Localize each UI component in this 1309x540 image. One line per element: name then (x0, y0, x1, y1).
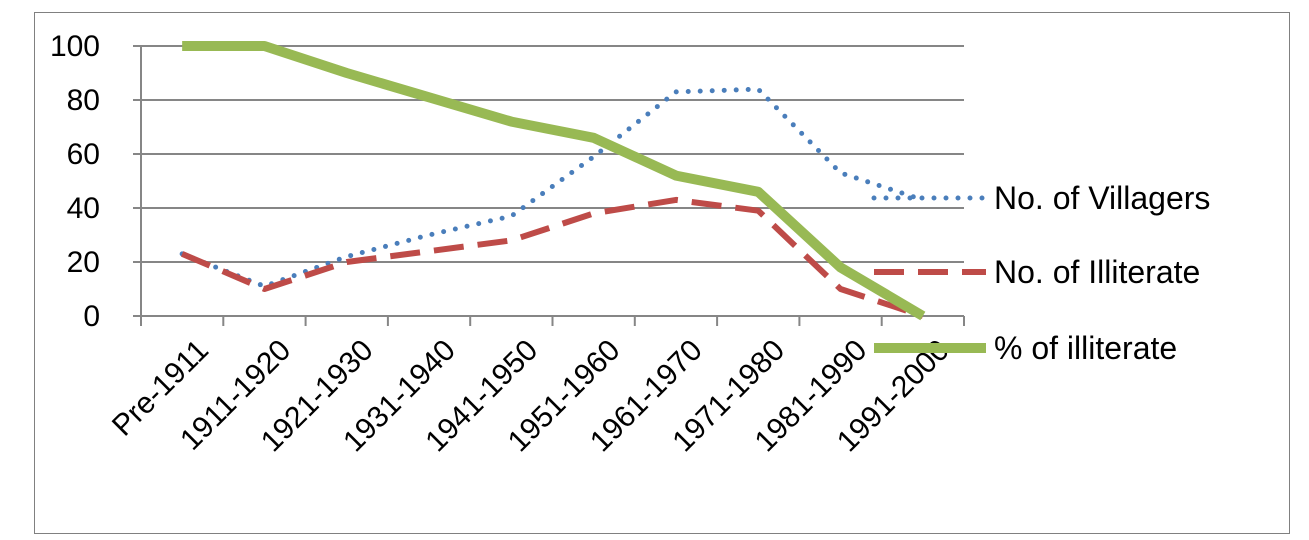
legend-label: % of illiterate (994, 330, 1177, 366)
y-tick-label: 40 (67, 192, 100, 225)
y-tick-label: 20 (67, 246, 100, 279)
series-line-no-of-illiterate (180, 196, 924, 319)
y-tick-label: 80 (67, 84, 100, 117)
series-line-no-of-villagers (179, 86, 926, 289)
series-line--of-illiterate (182, 41, 926, 321)
x-axis-tick-labels: Pre-19111911-19201921-19301931-19401941-… (106, 334, 956, 459)
y-tick-label: 60 (67, 138, 100, 171)
axes (133, 45, 965, 326)
legend: No. of Villagers No. of Illiterate % of il… (871, 180, 1210, 366)
y-tick-label: 100 (50, 30, 100, 63)
legend-label: No. of Illiterate (994, 254, 1200, 290)
gridlines (141, 45, 964, 263)
y-axis-tick-labels: 0 20 40 60 80 100 (50, 30, 100, 333)
series-lines (179, 41, 926, 321)
y-tick-label: 0 (83, 300, 100, 333)
legend-label: No. of Villagers (994, 180, 1210, 216)
